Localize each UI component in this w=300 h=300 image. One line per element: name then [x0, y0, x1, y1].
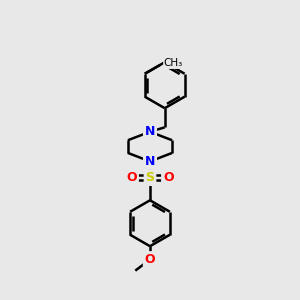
Text: N: N [145, 155, 155, 168]
Text: CH₃: CH₃ [164, 58, 183, 68]
Text: O: O [145, 253, 155, 266]
Text: N: N [145, 125, 155, 138]
Text: O: O [163, 171, 174, 184]
Text: O: O [126, 171, 137, 184]
Text: S: S [146, 171, 154, 184]
